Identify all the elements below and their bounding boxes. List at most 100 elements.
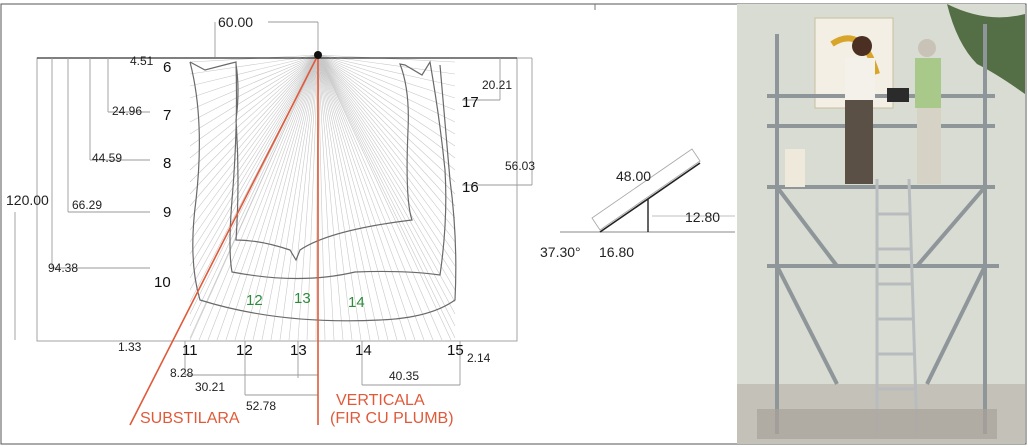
hour-ray xyxy=(317,54,456,123)
verticala-label: VERTICALA xyxy=(336,392,425,409)
hour-ray xyxy=(317,54,380,341)
hour-ray xyxy=(189,54,319,231)
hour-ray xyxy=(317,54,456,195)
bottom-dim-40-35: 40.35 xyxy=(389,369,419,383)
bottom-dim-2-14: 2.14 xyxy=(467,351,491,365)
hour-ray xyxy=(317,54,456,339)
hour-14-inner: 14 xyxy=(348,294,365,311)
hour-6: 6 xyxy=(163,59,171,76)
hour-ray xyxy=(317,54,456,183)
bottom-dim-52-78: 52.78 xyxy=(246,399,276,413)
hour-ray xyxy=(317,54,389,341)
scaffold-frame xyxy=(767,24,999,434)
hour-ray xyxy=(189,54,319,87)
hour-ray xyxy=(279,54,319,341)
hour-10: 10 xyxy=(154,274,171,291)
hour-ray xyxy=(317,54,434,341)
hour-ray xyxy=(189,54,319,183)
outer-border xyxy=(0,3,1027,445)
photo-people xyxy=(845,36,941,184)
hour-ray xyxy=(261,54,319,341)
plumb-line-label: (FIR CU PLUMB) xyxy=(330,410,454,427)
hour-ray xyxy=(189,54,319,327)
hour-ray xyxy=(270,54,319,341)
hour-ray xyxy=(216,54,319,341)
hour-ray xyxy=(317,54,456,279)
right-dim-56-03: 56.03 xyxy=(505,159,535,173)
photo-floor-debris xyxy=(757,409,997,439)
right-dim-20-21: 20.21 xyxy=(482,78,512,92)
hour-ray xyxy=(189,54,319,159)
gnomon-dim-box xyxy=(591,148,701,231)
bottom-dim-8-28: 8.28 xyxy=(170,366,194,380)
hour-ray xyxy=(317,54,398,341)
wall-outline xyxy=(36,57,518,342)
hour-ray xyxy=(317,54,456,219)
hour-ray xyxy=(317,54,443,341)
hour-ray xyxy=(317,54,456,147)
hour-ray xyxy=(317,54,326,341)
hour-ray xyxy=(189,54,319,219)
hour-ray xyxy=(317,54,456,171)
hour-ray xyxy=(317,54,362,341)
hour-ray xyxy=(317,54,456,255)
bottom-dim-30-21: 30.21 xyxy=(195,380,225,394)
hour-ray xyxy=(317,54,335,341)
left-dim-94-38: 94.38 xyxy=(48,261,78,275)
hour-17: 17 xyxy=(462,94,479,111)
hour-rays xyxy=(189,54,456,341)
hour-ray xyxy=(234,54,319,341)
hour-ray xyxy=(243,54,319,341)
hour-14-bottom: 14 xyxy=(355,342,372,359)
hour-ray xyxy=(189,54,319,255)
hour-ray xyxy=(189,54,319,291)
painted-area-outline xyxy=(189,60,447,280)
hour-11: 11 xyxy=(182,342,198,359)
substilara-line xyxy=(129,54,319,426)
hour-ray xyxy=(317,54,456,231)
hour-16: 16 xyxy=(462,179,479,196)
hour-ray xyxy=(317,54,452,341)
hour-13-inner: 13 xyxy=(294,290,311,307)
left-dim-4-51: 4.51 xyxy=(130,54,154,68)
hour-ray xyxy=(317,54,456,303)
left-dim-44-59: 44.59 xyxy=(92,151,122,165)
hour-ray xyxy=(317,54,456,99)
hour-ray xyxy=(317,54,456,207)
scaffold-photo-icon xyxy=(737,4,1025,444)
photo-box xyxy=(785,149,805,187)
hour-ray xyxy=(317,54,456,243)
hour-ray xyxy=(189,54,319,99)
hour-ray xyxy=(189,54,319,207)
hour-ray xyxy=(317,54,407,341)
gnomon-side-view: 48.00 12.80 16.80 37.30° xyxy=(540,148,735,260)
left-dim-1-33: 1.33 xyxy=(118,340,142,354)
hour-ray xyxy=(317,54,456,135)
gnomon-angle-label: 37.30° xyxy=(540,244,581,260)
hour-ray xyxy=(189,54,319,111)
gnomon-base-label: 16.80 xyxy=(599,244,634,260)
hour-ray xyxy=(189,54,319,341)
hour-13-bottom: 13 xyxy=(290,342,307,359)
left-dim-24-96: 24.96 xyxy=(112,104,142,118)
gnomon-pole xyxy=(314,51,322,59)
hour-ray xyxy=(317,54,425,341)
left-height-label: 120.00 xyxy=(6,192,49,208)
substilara-label: SUBSTILARA xyxy=(140,410,240,427)
hour-ray xyxy=(225,54,319,341)
hour-ray xyxy=(297,54,319,341)
hour-ray xyxy=(189,54,319,123)
gnomon-height-label: 12.80 xyxy=(685,209,720,225)
hour-7: 7 xyxy=(163,107,171,124)
hour-ray xyxy=(198,54,319,341)
hour-ray xyxy=(317,54,416,341)
hour-ray xyxy=(317,54,353,341)
left-dim-66-29: 66.29 xyxy=(72,198,102,212)
gnomon-length-label: 48.00 xyxy=(616,168,651,184)
gnomon-style xyxy=(599,162,701,233)
hour-ray xyxy=(317,54,456,315)
top-width-label: 60.00 xyxy=(218,14,253,30)
hour-ray xyxy=(207,54,319,341)
